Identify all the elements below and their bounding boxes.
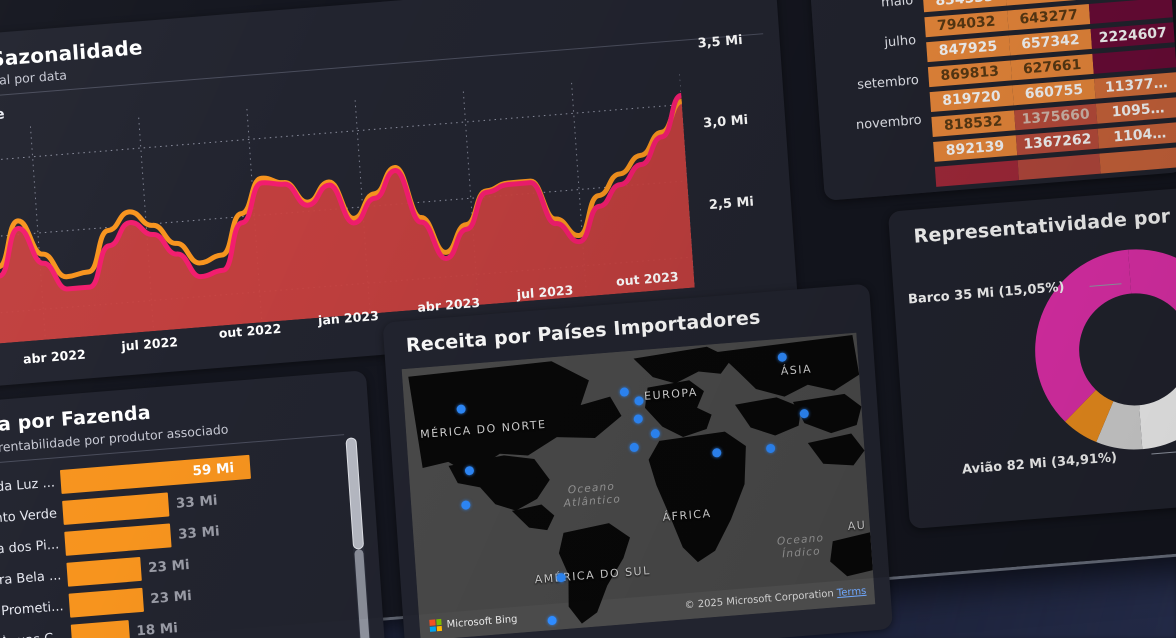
heatmap-cell[interactable]: 794032	[924, 10, 1009, 38]
bar-wrapper: 18 Mi	[70, 616, 179, 638]
bing-map[interactable]: MÉRICA DO NORTE EUROPA ÁSIA ÁFRICA AMÉRI…	[401, 332, 876, 638]
heatmap-wrapper: janeiromarçomaiojulhosetembronovembro 16…	[804, 0, 1176, 201]
bar-category-label: ...ecanto Verde	[0, 505, 58, 529]
map-terms-link[interactable]: Terms	[836, 585, 867, 600]
geo-label-au: AU	[847, 518, 867, 534]
line-chart-plot[interactable]	[0, 74, 695, 349]
heatmap-cell[interactable]: 847925	[926, 35, 1010, 63]
bar-category-label: ...erra Prometi...	[0, 598, 64, 622]
heatmap-cell[interactable]: 819720	[929, 85, 1014, 113]
heatmap-cell[interactable]: 657342	[1008, 28, 1093, 56]
heatmap-cell[interactable]: 11377…	[1094, 72, 1176, 99]
heatmap-cell[interactable]: 892139	[933, 135, 1017, 162]
heatmap-cell[interactable]: 1095…	[1096, 97, 1176, 124]
donut-slice[interactable]	[1094, 399, 1143, 453]
bar-value-label: 23 Mi	[147, 556, 191, 577]
donut-title: Representatividade por Tip...	[912, 200, 1176, 248]
x-tick-1: abr 2022	[22, 346, 87, 367]
bar[interactable]	[64, 523, 173, 556]
heatmap-cell[interactable]	[1017, 153, 1102, 181]
heatmap-cell[interactable]: 818532	[931, 110, 1016, 137]
panel-sazonalidade[interactable]: ...por Sazonalidade ...receita total por…	[0, 0, 800, 392]
microsoft-icon	[429, 618, 443, 632]
y-tick-2-5: 2,5 Mi	[708, 194, 755, 214]
heatmap-row-label: novembro	[855, 112, 923, 134]
bar-category-label: ...uinta dos Pi...	[0, 536, 60, 560]
bar-category-label: ...hácara Bela ...	[0, 567, 62, 592]
geo-label-asia: ÁSIA	[780, 362, 813, 378]
heatmap-cell[interactable]	[934, 160, 1019, 187]
bar-value-label: 18 Mi	[135, 620, 179, 638]
heatmap-cell[interactable]: 643277	[1006, 3, 1091, 31]
heatmap-month-column: janeiromarçomaiojulhosetembronovembro	[804, 0, 937, 201]
line-chart-svg	[0, 74, 695, 349]
bar-chart-scrollbar[interactable]	[345, 437, 372, 638]
line-chart-legend[interactable]: Volume	[0, 106, 5, 128]
heatmap-cell[interactable]	[1099, 147, 1176, 174]
panel-receita-por-fazenda[interactable]: ...eita por Fazenda ...se de rentabilida…	[0, 370, 387, 638]
heatmap-cell[interactable]: 1367262	[1015, 128, 1100, 156]
heatmap-cell[interactable]	[1092, 47, 1176, 74]
x-tick-2: jul 2022	[120, 334, 179, 354]
panel-matriz-sazonalidade[interactable]: janeiromarçomaiojulhosetembronovembro 16…	[804, 0, 1176, 201]
heatmap-grid[interactable]: 165247113…113001816556861327754106316916…	[916, 0, 1176, 192]
x-tick-6: jul 2023	[516, 282, 574, 302]
y-tick-3-5: 3,5 Mi	[697, 32, 744, 52]
legend-label-volume: Volume	[0, 106, 6, 128]
donut-slice[interactable]	[1063, 389, 1116, 445]
bar-value-label: 23 Mi	[149, 587, 193, 608]
donut-svg	[1028, 242, 1176, 453]
heatmap-cell[interactable]: 2224607	[1090, 22, 1175, 49]
map-landmass-svg	[401, 332, 876, 638]
scrollbar-track-lower[interactable]	[354, 548, 370, 638]
bar-category-label: ...ítio Águas C...	[0, 629, 72, 638]
heatmap-cell[interactable]: 834533	[922, 0, 1007, 13]
panel-representatividade[interactable]: Representatividade por Tip... Barco 35 M…	[887, 182, 1176, 530]
heatmap-cell[interactable]: 660755	[1012, 78, 1096, 106]
bar[interactable]	[68, 587, 145, 618]
bar-category-label: ...azenda Luz ...	[0, 475, 56, 499]
bar-value-label: 33 Mi	[177, 523, 221, 543]
donut-slice[interactable]	[1128, 242, 1176, 408]
donut-slice[interactable]	[1028, 249, 1139, 424]
bar[interactable]	[66, 556, 143, 587]
bar-value-label: 59 Mi	[192, 460, 235, 480]
bar[interactable]	[70, 620, 131, 638]
heatmap-cell[interactable]: 1375660	[1013, 103, 1098, 131]
heatmap-cell[interactable]: 627661	[1010, 53, 1095, 81]
heatmap-cell[interactable]	[1089, 0, 1173, 24]
heatmap-cell[interactable]: 1104…	[1097, 122, 1176, 149]
donut-slice[interactable]	[1137, 375, 1176, 450]
heatmap-cell[interactable]: 869813	[927, 60, 1012, 88]
panel-receita-paises[interactable]: Receita por Países Importadores	[382, 283, 893, 638]
bar-value-label: 33 Mi	[175, 492, 218, 512]
bar[interactable]	[62, 492, 170, 525]
y-tick-3-0: 3,0 Mi	[702, 112, 749, 132]
scrollbar-thumb[interactable]	[345, 437, 365, 550]
donut-chart[interactable]	[1023, 236, 1176, 462]
